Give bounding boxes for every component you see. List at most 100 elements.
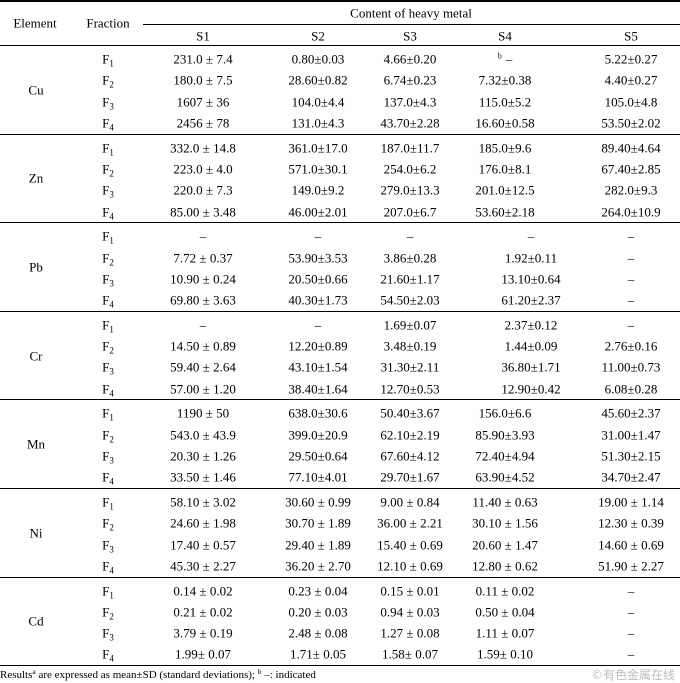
note-mark: b [497, 51, 502, 61]
value-cell-s1: 58.10 ± 3.02 [170, 494, 236, 510]
column-header-s5: S5 [624, 28, 638, 43]
footnote-text: are expressed as mean±SD (standard devia… [35, 669, 258, 681]
element-group-cr: Cr F1– –1.69±0.07 2.37±0.12– F2 14.50 ± 0.89 1… [0, 312, 680, 401]
fraction-label: F4 [102, 469, 114, 487]
value-cell-s5: 282.0±9.3 [604, 182, 658, 198]
value-cell-s1: 45.30 ± 2.27 [170, 558, 236, 574]
table-row: F3 59.40 ± 2.64 43.10±1.54 31.30±2.11 36.80±… [0, 357, 680, 378]
fraction-letter: F [102, 494, 110, 510]
table-row: F4 33.50 ± 1.46 77.10±4.01 29.70±1.67 63.90±… [0, 467, 680, 488]
footnote-mark-b: b [257, 667, 262, 676]
value-cell-s4: 201.0±12.5 [475, 182, 535, 198]
fraction-label: F3 [102, 625, 114, 643]
fraction-label: F2 [102, 251, 114, 267]
fraction-index: 2 [109, 79, 114, 90]
table-row: F1 0.14 ± 0.02 0.23 ± 0.04 0.15 ± 0.01 0.11 … [0, 580, 680, 601]
value-cell-s5: 11.00±0.73 [601, 359, 661, 375]
value-cell-s3: 6.74±0.23 [383, 72, 437, 88]
value-cell-s3: 0.15 ± 0.01 [380, 583, 440, 599]
fraction-label: F1 [102, 140, 114, 157]
value-cell-s5: – [627, 250, 635, 266]
fraction-index: 3 [109, 455, 114, 466]
element-group-mn: Mn F1 1190 ± 50 638.0±30.6 50.40±3.67 156.0±6… [0, 400, 680, 489]
fraction-letter: F [102, 182, 110, 198]
value-cell-s4: 7.32±0.38 [478, 72, 532, 88]
fraction-index: 1 [109, 58, 114, 69]
fraction-letter: F [102, 381, 110, 397]
table-row: F1 231.0 ± 7.4 0.80±0.03 4.66±0.20 b – 5.22±0.… [0, 48, 680, 69]
fraction-letter: F [102, 427, 110, 443]
value-cell-s1: 57.00 ± 1.20 [170, 381, 236, 397]
fraction-label: F1 [102, 584, 114, 600]
fraction-letter: F [102, 625, 110, 641]
fraction-index: 4 [109, 122, 114, 133]
value-cell-s4: 53.60±2.18 [475, 204, 535, 220]
value-cell-s2: 53.90±3.53 [288, 250, 348, 266]
value-cell-s1: 10.90 ± 0.24 [170, 271, 236, 287]
value-cell-s4: 16.60±0.58 [475, 115, 535, 131]
top-rule [0, 0, 680, 2]
fraction-letter: F [102, 604, 110, 620]
fraction-letter: F [102, 359, 110, 375]
table-row: F4 69.80 ± 3.63 40.30±1.73 54.50±2.03 61.20±… [0, 289, 680, 310]
column-group-header: Content of heavy metal [350, 5, 472, 21]
table-row: F4 2456 ± 78 131.0±4.3 43.70±2.28 16.60±0.58… [0, 112, 680, 133]
value-cell-s4: 63.90±4.52 [475, 469, 535, 485]
value-cell-s5: 53.50±2.02 [601, 115, 661, 131]
fraction-label: F1 [102, 53, 114, 69]
value-cell-s2: 0.23 ± 0.04 [288, 583, 348, 599]
value-cell-s5: – [627, 292, 635, 308]
element-group-zn: Zn F1 332.0 ± 14.8 361.0±17.0 187.0±11.7 185.… [0, 135, 680, 224]
value-cell-s5: 45.60±2.37 [601, 405, 661, 421]
fraction-rows: F1 231.0 ± 7.4 0.80±0.03 4.66±0.20 b –5.22±0.… [0, 48, 680, 133]
fraction-label: F2 [102, 74, 114, 90]
table-row: F1 332.0 ± 14.8 361.0±17.0 187.0±11.7 185.0±… [0, 137, 680, 158]
fraction-letter: F [102, 469, 110, 485]
fraction-letter: F [102, 448, 110, 464]
value-cell-s1: 1190 ± 50 [176, 405, 230, 421]
value-cell-s4: 0.50 ± 0.04 [475, 604, 535, 620]
fraction-index: 2 [109, 345, 114, 356]
value-cell-s4: b – [497, 51, 513, 66]
value-cell-s1: 3.79 ± 0.19 [173, 625, 233, 641]
value-cell-s5: 67.40±2.85 [601, 161, 661, 177]
value-cell-s1: 180.0 ± 7.5 [173, 72, 233, 88]
value-cell-s3: 9.00 ± 0.84 [380, 494, 440, 510]
value-cell-s2: 1.71± 0.05 [290, 646, 346, 662]
value-cell-s3: 43.70±2.28 [380, 115, 440, 131]
fraction-index: 2 [109, 522, 114, 533]
value-cell-s3: 12.70±0.53 [380, 381, 440, 397]
fraction-letter: F [102, 271, 110, 287]
value-cell-s4: 2.37±0.12 [504, 317, 558, 333]
value-cell-s2: 361.0±17.0 [288, 140, 348, 156]
column-header-s3: S3 [403, 28, 417, 43]
value-cell-s2: 28.60±0.82 [288, 72, 348, 88]
fraction-letter: F [102, 140, 110, 156]
value-cell-s4: 72.40±4.94 [475, 448, 535, 464]
fraction-index: 3 [109, 101, 114, 112]
value-cell-s1: 223.0 ± 4.0 [173, 161, 233, 177]
fraction-index: 1 [109, 235, 114, 246]
value-cell-s3: 36.00 ± 2.21 [377, 515, 443, 531]
fraction-letter: F [102, 94, 110, 110]
fraction-rows: F1 58.10 ± 3.02 30.60 ± 0.99 9.00 ± 0.84 11.… [0, 491, 680, 576]
fraction-letter: F [102, 292, 110, 308]
value-cell-s5: – [627, 583, 635, 599]
fraction-index: 3 [109, 632, 114, 643]
value-cell-s2: 20.50±0.66 [288, 271, 348, 287]
value-cell-s3: 29.70±1.67 [380, 469, 440, 485]
fraction-index: 2 [109, 611, 114, 622]
column-header-s2: S2 [311, 28, 325, 43]
value-cell-s1: – [199, 228, 207, 244]
value-cell-s5: – [627, 625, 635, 641]
value-cell-s4: 36.80±1.71 [501, 359, 561, 375]
fraction-label: F3 [102, 359, 114, 377]
value-cell-s1: 2456 ± 78 [176, 115, 230, 131]
fraction-label: F2 [102, 517, 114, 533]
value-cell-s5: – [627, 646, 635, 662]
value-cell-s4: 13.10±0.64 [501, 271, 561, 287]
fraction-letter: F [102, 115, 110, 131]
fraction-index: 4 [109, 299, 114, 310]
fraction-label: F2 [102, 604, 114, 622]
value-cell-s4: – [527, 228, 535, 244]
